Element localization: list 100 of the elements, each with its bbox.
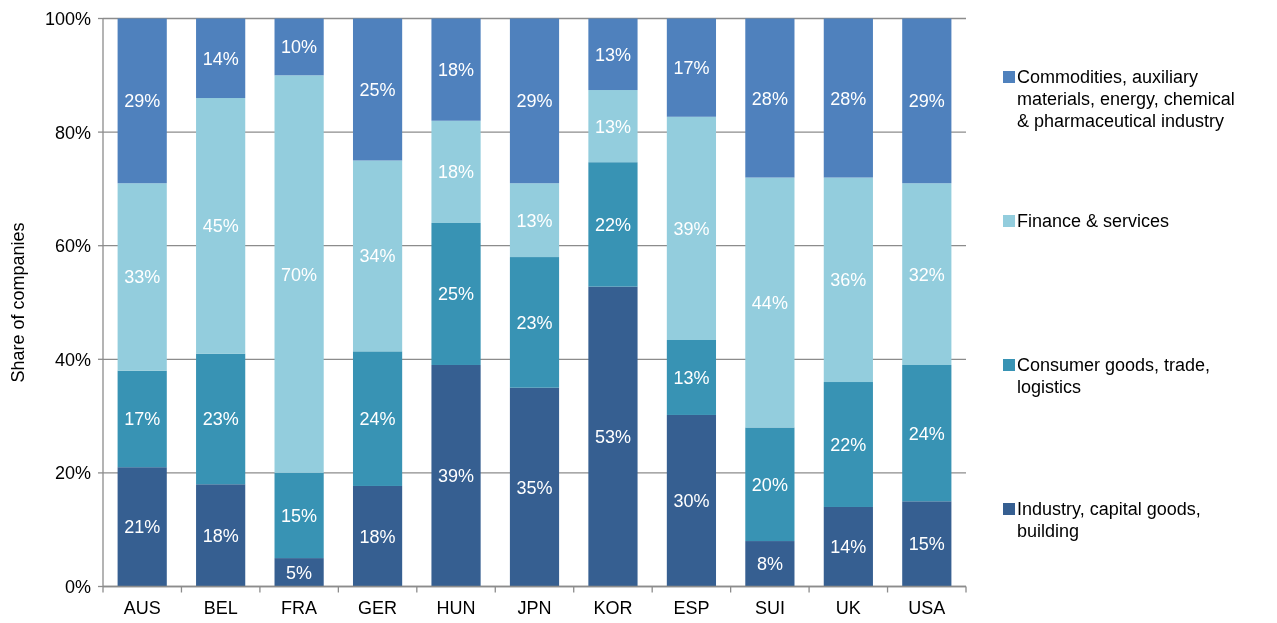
bar [117,370,167,468]
data-label: 28% [751,88,788,109]
data-label: 39% [438,466,475,487]
y-tick-label: 40% [54,349,91,370]
x-tick-label: AUS [123,597,161,618]
y-tick-label: 80% [54,122,91,143]
data-label: 25% [359,79,396,100]
data-label: 28% [830,88,867,109]
data-label: 23% [202,409,239,430]
data-label: 24% [359,409,396,430]
data-label: 13% [594,116,631,137]
bar [117,467,167,587]
bar [352,485,403,587]
data-label: 15% [908,534,945,555]
bar [823,177,873,383]
bar [745,18,795,178]
y-tick-label: 20% [54,463,91,484]
bar [352,160,403,352]
bar [588,18,638,91]
data-label: 29% [124,91,161,112]
x-tick-label: HUN [436,597,476,618]
x-tick-label: JPN [517,597,552,618]
data-label: 14% [202,48,239,69]
legend-label: Finance & services [1017,211,1170,232]
bar [196,353,246,485]
data-label: 22% [594,214,631,235]
data-label: 70% [281,264,318,285]
x-tick-label: USA [908,597,946,618]
bar [666,339,717,415]
x-tick-label: GER [358,597,398,618]
bar [588,90,638,163]
x-tick-label: UK [835,597,861,618]
x-tick-label: FRA [281,597,318,618]
bar [117,183,167,371]
data-label: 53% [594,427,631,448]
bar [588,162,638,287]
data-label: 39% [673,218,710,239]
bar [274,472,324,559]
legend-label: Consumer goods, trade, logistics [1017,355,1211,398]
x-tick-label: ESP [673,597,710,618]
bar [745,177,795,428]
bar [666,116,717,340]
data-label: 10% [281,37,318,58]
bar [431,222,481,365]
data-label: 18% [359,526,396,547]
x-tick-label: BEL [203,597,238,618]
legend-label: Commodities, auxiliary materials, energy, chemical & pharmaceutical industry [1017,67,1235,132]
data-label: 24% [908,423,945,444]
data-label: 32% [908,264,945,285]
data-label: 25% [438,284,475,305]
data-label: 13% [673,367,710,388]
bar [509,183,560,258]
data-label: 14% [830,537,867,558]
bar [745,427,795,542]
bar [431,120,481,223]
bar [509,257,560,388]
data-label: 45% [202,216,239,237]
data-label: 29% [908,91,945,112]
data-label: 18% [438,60,475,81]
bar [902,183,952,365]
data-label: 44% [751,292,788,313]
bar [352,18,403,161]
bar [196,18,246,99]
bar [352,351,403,486]
y-tick-label: 0% [64,576,91,597]
data-label: 8% [756,554,783,575]
bar [196,98,246,354]
y-axis-title: Share of companies [8,222,28,383]
data-label: 35% [516,477,553,498]
bar [902,364,952,502]
bar [509,18,560,184]
data-label: 33% [124,267,161,288]
bar [117,18,167,184]
bar [196,484,246,587]
data-label: 36% [830,270,867,291]
data-label: 29% [516,91,553,112]
data-label: 18% [438,162,475,183]
bar [902,501,952,587]
bar [666,414,717,587]
bar [431,364,481,587]
data-label: 13% [594,44,631,65]
data-label: 15% [281,505,318,526]
y-tick-label: 60% [54,236,91,257]
bar [509,387,560,587]
data-label: 30% [673,491,710,512]
data-label: 17% [124,409,161,430]
bar [666,18,717,117]
bar [823,506,873,587]
x-tick-label: KOR [593,597,633,618]
x-tick-label: SUI [754,597,785,618]
bar [823,382,873,507]
data-label: 20% [751,474,788,495]
legend-label: Industry, capital goods, building [1017,499,1201,542]
data-label: 21% [124,517,161,538]
data-label: 13% [516,210,553,231]
data-label: 18% [202,525,239,546]
bar [823,18,873,178]
bar [588,286,638,587]
data-label: 17% [673,58,710,79]
data-label: 5% [286,562,313,583]
